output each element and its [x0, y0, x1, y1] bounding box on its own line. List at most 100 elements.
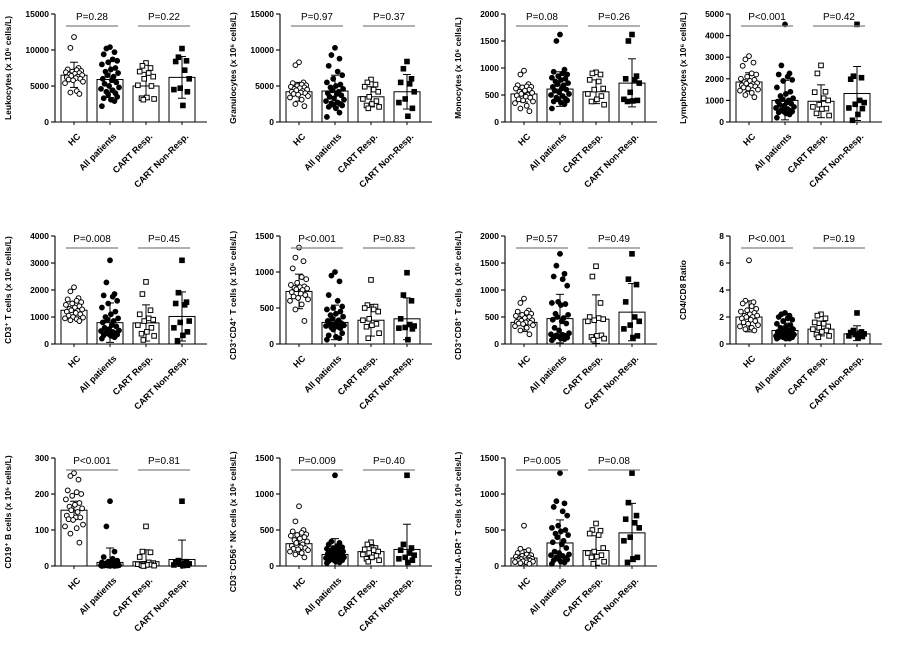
- data-point: [810, 104, 816, 110]
- data-point: [517, 327, 524, 334]
- y-tick-label: 1500: [480, 453, 499, 463]
- data-point: [331, 95, 337, 102]
- data-point: [179, 45, 185, 52]
- data-point: [172, 300, 179, 307]
- data-point: [630, 98, 636, 104]
- data-point: [563, 545, 570, 551]
- data-point: [558, 318, 565, 325]
- data-point: [744, 73, 751, 80]
- y-axis-label: CD3⁺HLA-DR⁺ T cells (x 10⁶ cells/L): [453, 452, 463, 597]
- y-axis-label: Monocytes (x 10⁶ cells/L): [453, 17, 463, 119]
- group-1: [321, 44, 349, 123]
- data-point: [108, 311, 114, 318]
- data-point: [549, 539, 556, 546]
- data-point: [742, 326, 749, 333]
- data-point: [324, 560, 330, 567]
- data-point: [408, 545, 415, 551]
- p-value-label: P=0.37: [373, 12, 405, 23]
- data-point: [111, 49, 118, 56]
- data-point: [530, 98, 536, 105]
- data-point: [566, 551, 572, 558]
- scatter-points: [737, 53, 761, 101]
- y-tick-label: 500: [260, 525, 274, 535]
- data-point: [107, 257, 113, 264]
- data-point: [114, 297, 121, 304]
- scatter-points: [135, 523, 157, 569]
- data-point: [77, 514, 84, 521]
- data-point: [529, 89, 535, 96]
- scatter-points: [287, 503, 311, 561]
- data-point: [780, 318, 787, 324]
- y-tick-label: 100: [35, 525, 49, 535]
- data-point: [375, 308, 381, 315]
- data-point: [513, 85, 519, 92]
- data-point: [814, 70, 821, 77]
- data-point: [292, 306, 299, 313]
- group-0: [510, 295, 538, 345]
- p-value-label: P<0.001: [298, 234, 336, 245]
- y-tick-label: 500: [485, 312, 499, 322]
- data-point: [634, 554, 641, 561]
- x-tick-label: HC: [516, 131, 533, 148]
- data-point: [289, 265, 296, 272]
- scatter-points: [512, 67, 536, 115]
- panel-cd19-b-cells: CD19⁺ B cells (x 10⁶ cells/L) 0 100 200 300 H…: [0, 444, 225, 666]
- data-point: [62, 315, 68, 322]
- data-point: [553, 262, 560, 269]
- group-2: [582, 69, 610, 123]
- data-point: [397, 547, 404, 553]
- data-point: [818, 62, 824, 69]
- data-point: [139, 548, 146, 555]
- data-point: [139, 291, 146, 297]
- data-point: [325, 62, 332, 69]
- panel-lymphocytes: Lymphocytes (x 10⁶ cells/L) 0 1000 2000 3000…: [675, 0, 900, 222]
- data-point: [63, 496, 69, 503]
- data-point: [184, 88, 191, 95]
- data-point: [624, 98, 631, 105]
- data-point: [846, 333, 852, 339]
- scatter-points: [773, 21, 797, 121]
- data-point: [292, 551, 299, 558]
- data-point: [400, 65, 407, 72]
- y-tick-label: 1500: [255, 453, 274, 463]
- data-point: [404, 58, 410, 65]
- data-point: [113, 79, 120, 86]
- data-point: [814, 312, 821, 319]
- data-point: [563, 320, 570, 327]
- y-axis-label: CD3⁻CD56⁺ NK cells (x 10⁶ cells/L): [228, 451, 238, 592]
- group-0: [735, 257, 763, 345]
- group-3: [393, 472, 421, 567]
- data-point: [397, 316, 404, 322]
- data-point: [409, 557, 416, 564]
- scatter-points: [585, 520, 607, 567]
- data-point: [512, 323, 518, 330]
- group-1: [96, 498, 124, 569]
- scatter-points: [62, 470, 86, 546]
- x-tick-label: HC: [741, 353, 758, 370]
- p-value-label: P=0.40: [373, 456, 405, 467]
- data-point: [594, 553, 600, 560]
- data-point: [145, 70, 152, 76]
- group-0: [60, 470, 88, 567]
- p-value-label: P=0.97: [301, 12, 333, 23]
- x-tick-label: HC: [66, 353, 83, 370]
- group-1: [546, 250, 574, 345]
- data-point: [375, 88, 381, 95]
- scatter-points: [810, 62, 832, 119]
- data-point: [784, 73, 791, 80]
- data-point: [621, 538, 627, 544]
- data-point: [104, 72, 111, 79]
- data-point: [564, 282, 571, 289]
- data-point: [336, 55, 343, 62]
- data-point: [810, 326, 816, 332]
- data-point: [561, 500, 568, 507]
- data-point: [849, 117, 856, 124]
- data-point: [549, 300, 555, 306]
- data-point: [549, 316, 556, 323]
- data-point: [293, 286, 300, 293]
- group-2: [357, 76, 385, 123]
- data-point: [549, 105, 555, 112]
